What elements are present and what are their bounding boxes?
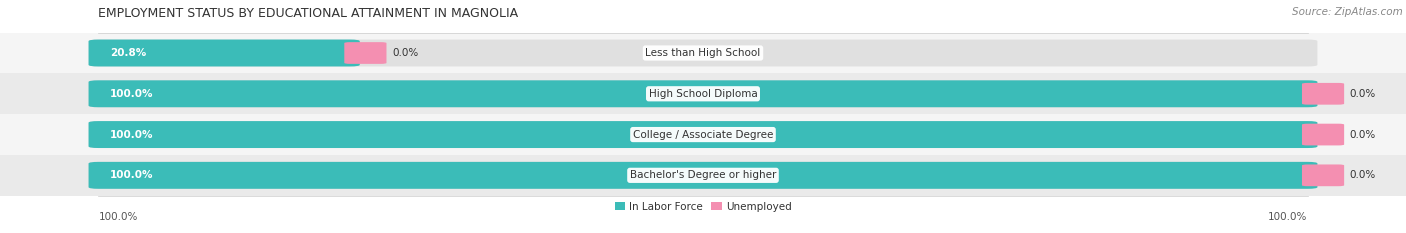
Text: 0.0%: 0.0%: [392, 48, 419, 58]
FancyBboxPatch shape: [89, 80, 1317, 107]
Text: 100.0%: 100.0%: [98, 212, 138, 222]
FancyBboxPatch shape: [1302, 124, 1344, 145]
Text: 20.8%: 20.8%: [110, 48, 146, 58]
Text: 100.0%: 100.0%: [110, 170, 153, 180]
FancyBboxPatch shape: [89, 40, 1317, 66]
Text: 100.0%: 100.0%: [110, 89, 153, 99]
FancyBboxPatch shape: [1302, 164, 1344, 186]
Text: 0.0%: 0.0%: [1350, 130, 1376, 140]
FancyBboxPatch shape: [1302, 83, 1344, 105]
Legend: In Labor Force, Unemployed: In Labor Force, Unemployed: [610, 198, 796, 216]
Text: 100.0%: 100.0%: [1268, 212, 1308, 222]
Text: 0.0%: 0.0%: [1350, 170, 1376, 180]
Text: 100.0%: 100.0%: [110, 130, 153, 140]
Text: Less than High School: Less than High School: [645, 48, 761, 58]
FancyBboxPatch shape: [89, 80, 1317, 107]
Bar: [0, 114, 1406, 155]
Bar: [0, 155, 1406, 196]
Bar: [0, 33, 1406, 73]
FancyBboxPatch shape: [344, 42, 387, 64]
Bar: [0, 73, 1406, 114]
FancyBboxPatch shape: [89, 121, 1317, 148]
FancyBboxPatch shape: [89, 162, 1317, 189]
Text: College / Associate Degree: College / Associate Degree: [633, 130, 773, 140]
Text: Source: ZipAtlas.com: Source: ZipAtlas.com: [1292, 7, 1403, 17]
Text: 0.0%: 0.0%: [1350, 89, 1376, 99]
Text: EMPLOYMENT STATUS BY EDUCATIONAL ATTAINMENT IN MAGNOLIA: EMPLOYMENT STATUS BY EDUCATIONAL ATTAINM…: [98, 7, 519, 20]
FancyBboxPatch shape: [89, 121, 1317, 148]
FancyBboxPatch shape: [89, 40, 360, 66]
Text: Bachelor's Degree or higher: Bachelor's Degree or higher: [630, 170, 776, 180]
Text: High School Diploma: High School Diploma: [648, 89, 758, 99]
FancyBboxPatch shape: [89, 162, 1317, 189]
